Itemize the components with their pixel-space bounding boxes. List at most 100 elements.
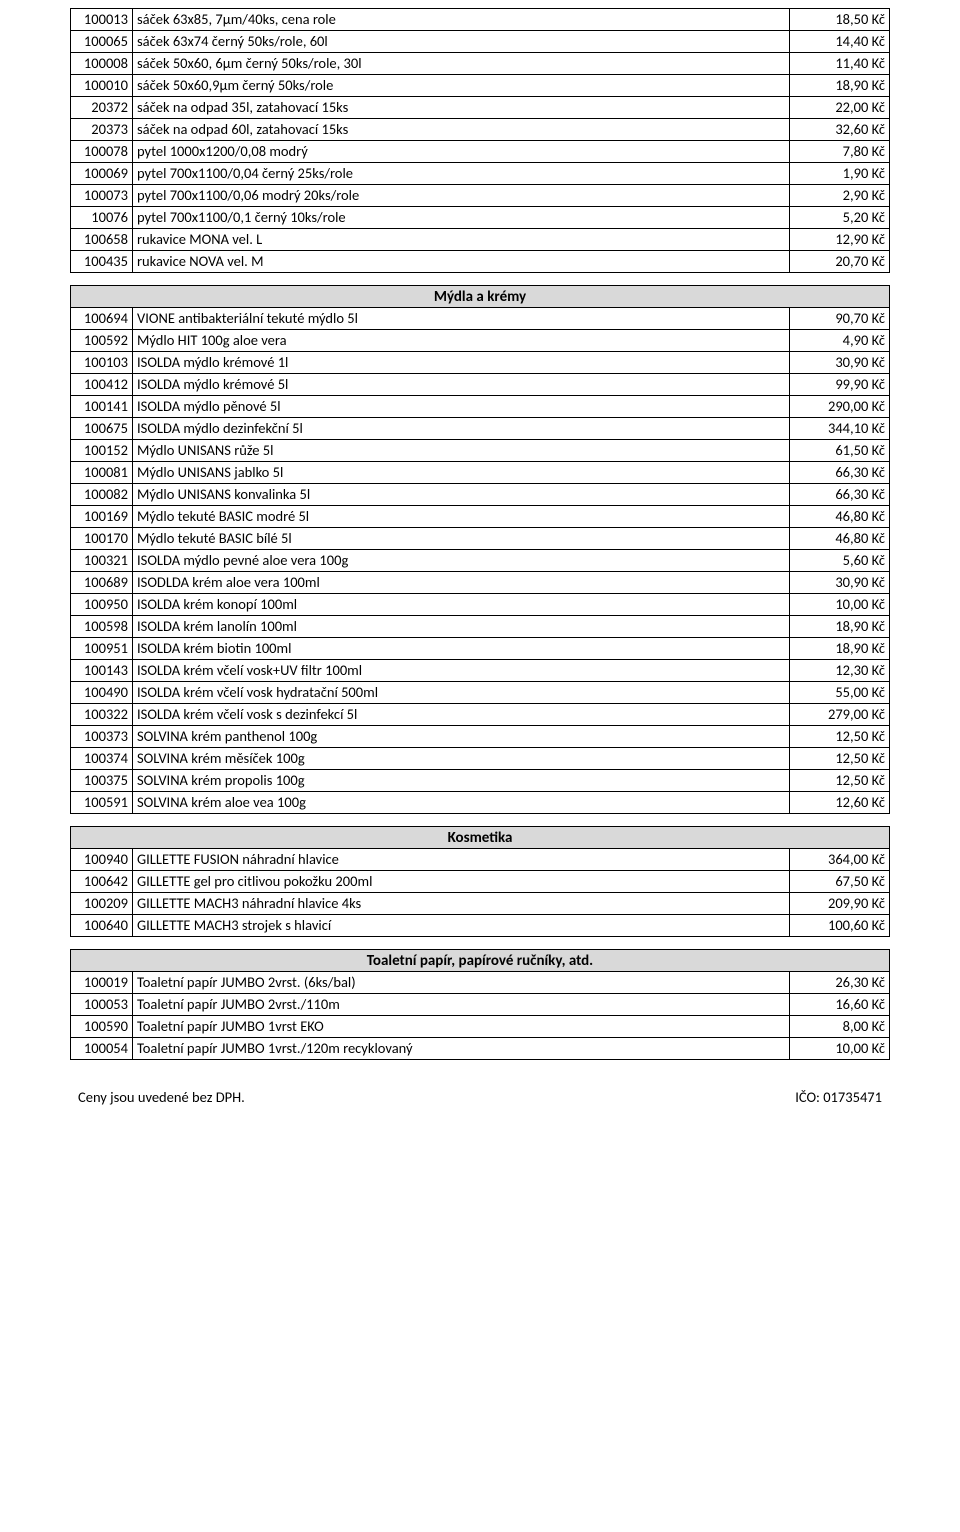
product-price: 8,00 Kč xyxy=(790,1016,890,1038)
product-description: GILLETTE FUSION náhradní hlavice xyxy=(133,849,790,871)
table-row: 100374SOLVINA krém měsíček 100g12,50 Kč xyxy=(71,748,890,770)
table-row: 100019Toaletní papír JUMBO 2vrst. (6ks/b… xyxy=(71,972,890,994)
product-description: Mýdlo tekuté BASIC bílé 5l xyxy=(133,528,790,550)
product-price: 364,00 Kč xyxy=(790,849,890,871)
product-description: VIONE antibakteriální tekuté mýdlo 5l xyxy=(133,308,790,330)
table-row: 100694VIONE antibakteriální tekuté mýdlo… xyxy=(71,308,890,330)
product-description: Mýdlo UNISANS jablko 5l xyxy=(133,462,790,484)
product-description: Toaletní papír JUMBO 1vrst EKO xyxy=(133,1016,790,1038)
product-code: 100598 xyxy=(71,616,133,638)
product-description: sáček 63x74 černý 50ks/role, 60l xyxy=(133,31,790,53)
table-row: 100412ISOLDA mýdlo krémové 5l99,90 Kč xyxy=(71,374,890,396)
product-code: 100321 xyxy=(71,550,133,572)
price-table: 100013sáček 63x85, 7µm/40ks, cena role18… xyxy=(70,8,890,273)
product-price: 344,10 Kč xyxy=(790,418,890,440)
table-row: 100169Mýdlo tekuté BASIC modré 5l46,80 K… xyxy=(71,506,890,528)
product-code: 100642 xyxy=(71,871,133,893)
table-row: 100435rukavice NOVA vel. M20,70 Kč xyxy=(71,251,890,273)
product-price: 30,90 Kč xyxy=(790,352,890,374)
product-price: 1,90 Kč xyxy=(790,163,890,185)
product-code: 100170 xyxy=(71,528,133,550)
product-description: ISOLDA krém biotin 100ml xyxy=(133,638,790,660)
page-footer: Ceny jsou uvedené bez DPH. IČO: 01735471 xyxy=(70,1088,890,1106)
table-row: 100053Toaletní papír JUMBO 2vrst./110m16… xyxy=(71,994,890,1016)
product-description: SOLVINA krém aloe vea 100g xyxy=(133,792,790,814)
product-code: 100940 xyxy=(71,849,133,871)
product-description: ISOLDA mýdlo pevné aloe vera 100g xyxy=(133,550,790,572)
product-description: ISOLDA krém konopí 100ml xyxy=(133,594,790,616)
footer-right: IČO: 01735471 xyxy=(795,1088,882,1106)
product-price: 11,40 Kč xyxy=(790,53,890,75)
product-price: 12,50 Kč xyxy=(790,726,890,748)
section-header-row: Kosmetika xyxy=(71,827,890,849)
table-row: 100065sáček 63x74 černý 50ks/role, 60l14… xyxy=(71,31,890,53)
product-description: SOLVINA krém měsíček 100g xyxy=(133,748,790,770)
product-code: 100209 xyxy=(71,893,133,915)
product-price: 18,90 Kč xyxy=(790,616,890,638)
product-code: 100373 xyxy=(71,726,133,748)
product-code: 100640 xyxy=(71,915,133,937)
product-code: 100658 xyxy=(71,229,133,251)
table-row: 100081Mýdlo UNISANS jablko 5l66,30 Kč xyxy=(71,462,890,484)
product-description: ISOLDA krém včelí vosk hydratační 500ml xyxy=(133,682,790,704)
product-description: sáček 50x60,9µm černý 50ks/role xyxy=(133,75,790,97)
table-row: 20373sáček na odpad 60l, zatahovací 15ks… xyxy=(71,119,890,141)
product-price: 18,90 Kč xyxy=(790,75,890,97)
product-code: 20372 xyxy=(71,97,133,119)
table-row: 100321ISOLDA mýdlo pevné aloe vera 100g5… xyxy=(71,550,890,572)
product-price: 32,60 Kč xyxy=(790,119,890,141)
product-description: ISOLDA mýdlo dezinfekční 5l xyxy=(133,418,790,440)
product-code: 100103 xyxy=(71,352,133,374)
product-description: pytel 1000x1200/0,08 modrý xyxy=(133,141,790,163)
product-code: 100053 xyxy=(71,994,133,1016)
table-row: 100640GILLETTE MACH3 strojek s hlavicí10… xyxy=(71,915,890,937)
price-table: Mýdla a krémy100694VIONE antibakteriální… xyxy=(70,285,890,814)
product-price: 16,60 Kč xyxy=(790,994,890,1016)
product-price: 18,50 Kč xyxy=(790,9,890,31)
product-price: 20,70 Kč xyxy=(790,251,890,273)
product-description: rukavice NOVA vel. M xyxy=(133,251,790,273)
section-header-row: Mýdla a krémy xyxy=(71,286,890,308)
table-row: 100078pytel 1000x1200/0,08 modrý7,80 Kč xyxy=(71,141,890,163)
product-price: 22,00 Kč xyxy=(790,97,890,119)
product-code: 10076 xyxy=(71,207,133,229)
table-row: 100590Toaletní papír JUMBO 1vrst EKO8,00… xyxy=(71,1016,890,1038)
product-price: 12,30 Kč xyxy=(790,660,890,682)
product-price: 10,00 Kč xyxy=(790,594,890,616)
product-price: 12,90 Kč xyxy=(790,229,890,251)
product-code: 100073 xyxy=(71,185,133,207)
product-price: 46,80 Kč xyxy=(790,528,890,550)
product-code: 100375 xyxy=(71,770,133,792)
product-code: 100065 xyxy=(71,31,133,53)
product-description: ISOLDA krém lanolín 100ml xyxy=(133,616,790,638)
table-row: 100373SOLVINA krém panthenol 100g12,50 K… xyxy=(71,726,890,748)
product-price: 18,90 Kč xyxy=(790,638,890,660)
product-code: 100322 xyxy=(71,704,133,726)
table-row: 100592Mýdlo HIT 100g aloe vera4,90 Kč xyxy=(71,330,890,352)
tables-container: 100013sáček 63x85, 7µm/40ks, cena role18… xyxy=(70,8,890,1060)
product-price: 10,00 Kč xyxy=(790,1038,890,1060)
price-table: Kosmetika100940GILLETTE FUSION náhradní … xyxy=(70,826,890,937)
product-code: 100082 xyxy=(71,484,133,506)
product-price: 12,50 Kč xyxy=(790,748,890,770)
footer-left: Ceny jsou uvedené bez DPH. xyxy=(78,1088,245,1106)
product-code: 100435 xyxy=(71,251,133,273)
product-description: GILLETTE MACH3 náhradní hlavice 4ks xyxy=(133,893,790,915)
product-price: 66,30 Kč xyxy=(790,484,890,506)
table-row: 100675ISOLDA mýdlo dezinfekční 5l344,10 … xyxy=(71,418,890,440)
product-code: 100069 xyxy=(71,163,133,185)
product-price: 100,60 Kč xyxy=(790,915,890,937)
product-code: 100950 xyxy=(71,594,133,616)
section-header-row: Toaletní papír, papírové ručníky, atd. xyxy=(71,950,890,972)
product-code: 100412 xyxy=(71,374,133,396)
product-price: 90,70 Kč xyxy=(790,308,890,330)
product-description: SOLVINA krém panthenol 100g xyxy=(133,726,790,748)
product-code: 100490 xyxy=(71,682,133,704)
product-description: Mýdlo tekuté BASIC modré 5l xyxy=(133,506,790,528)
table-row: 100940GILLETTE FUSION náhradní hlavice36… xyxy=(71,849,890,871)
section-header-cell: Toaletní papír, papírové ručníky, atd. xyxy=(71,950,890,972)
product-code: 100374 xyxy=(71,748,133,770)
product-code: 100078 xyxy=(71,141,133,163)
product-description: Toaletní papír JUMBO 1vrst./120m recyklo… xyxy=(133,1038,790,1060)
table-row: 100010sáček 50x60,9µm černý 50ks/role18,… xyxy=(71,75,890,97)
